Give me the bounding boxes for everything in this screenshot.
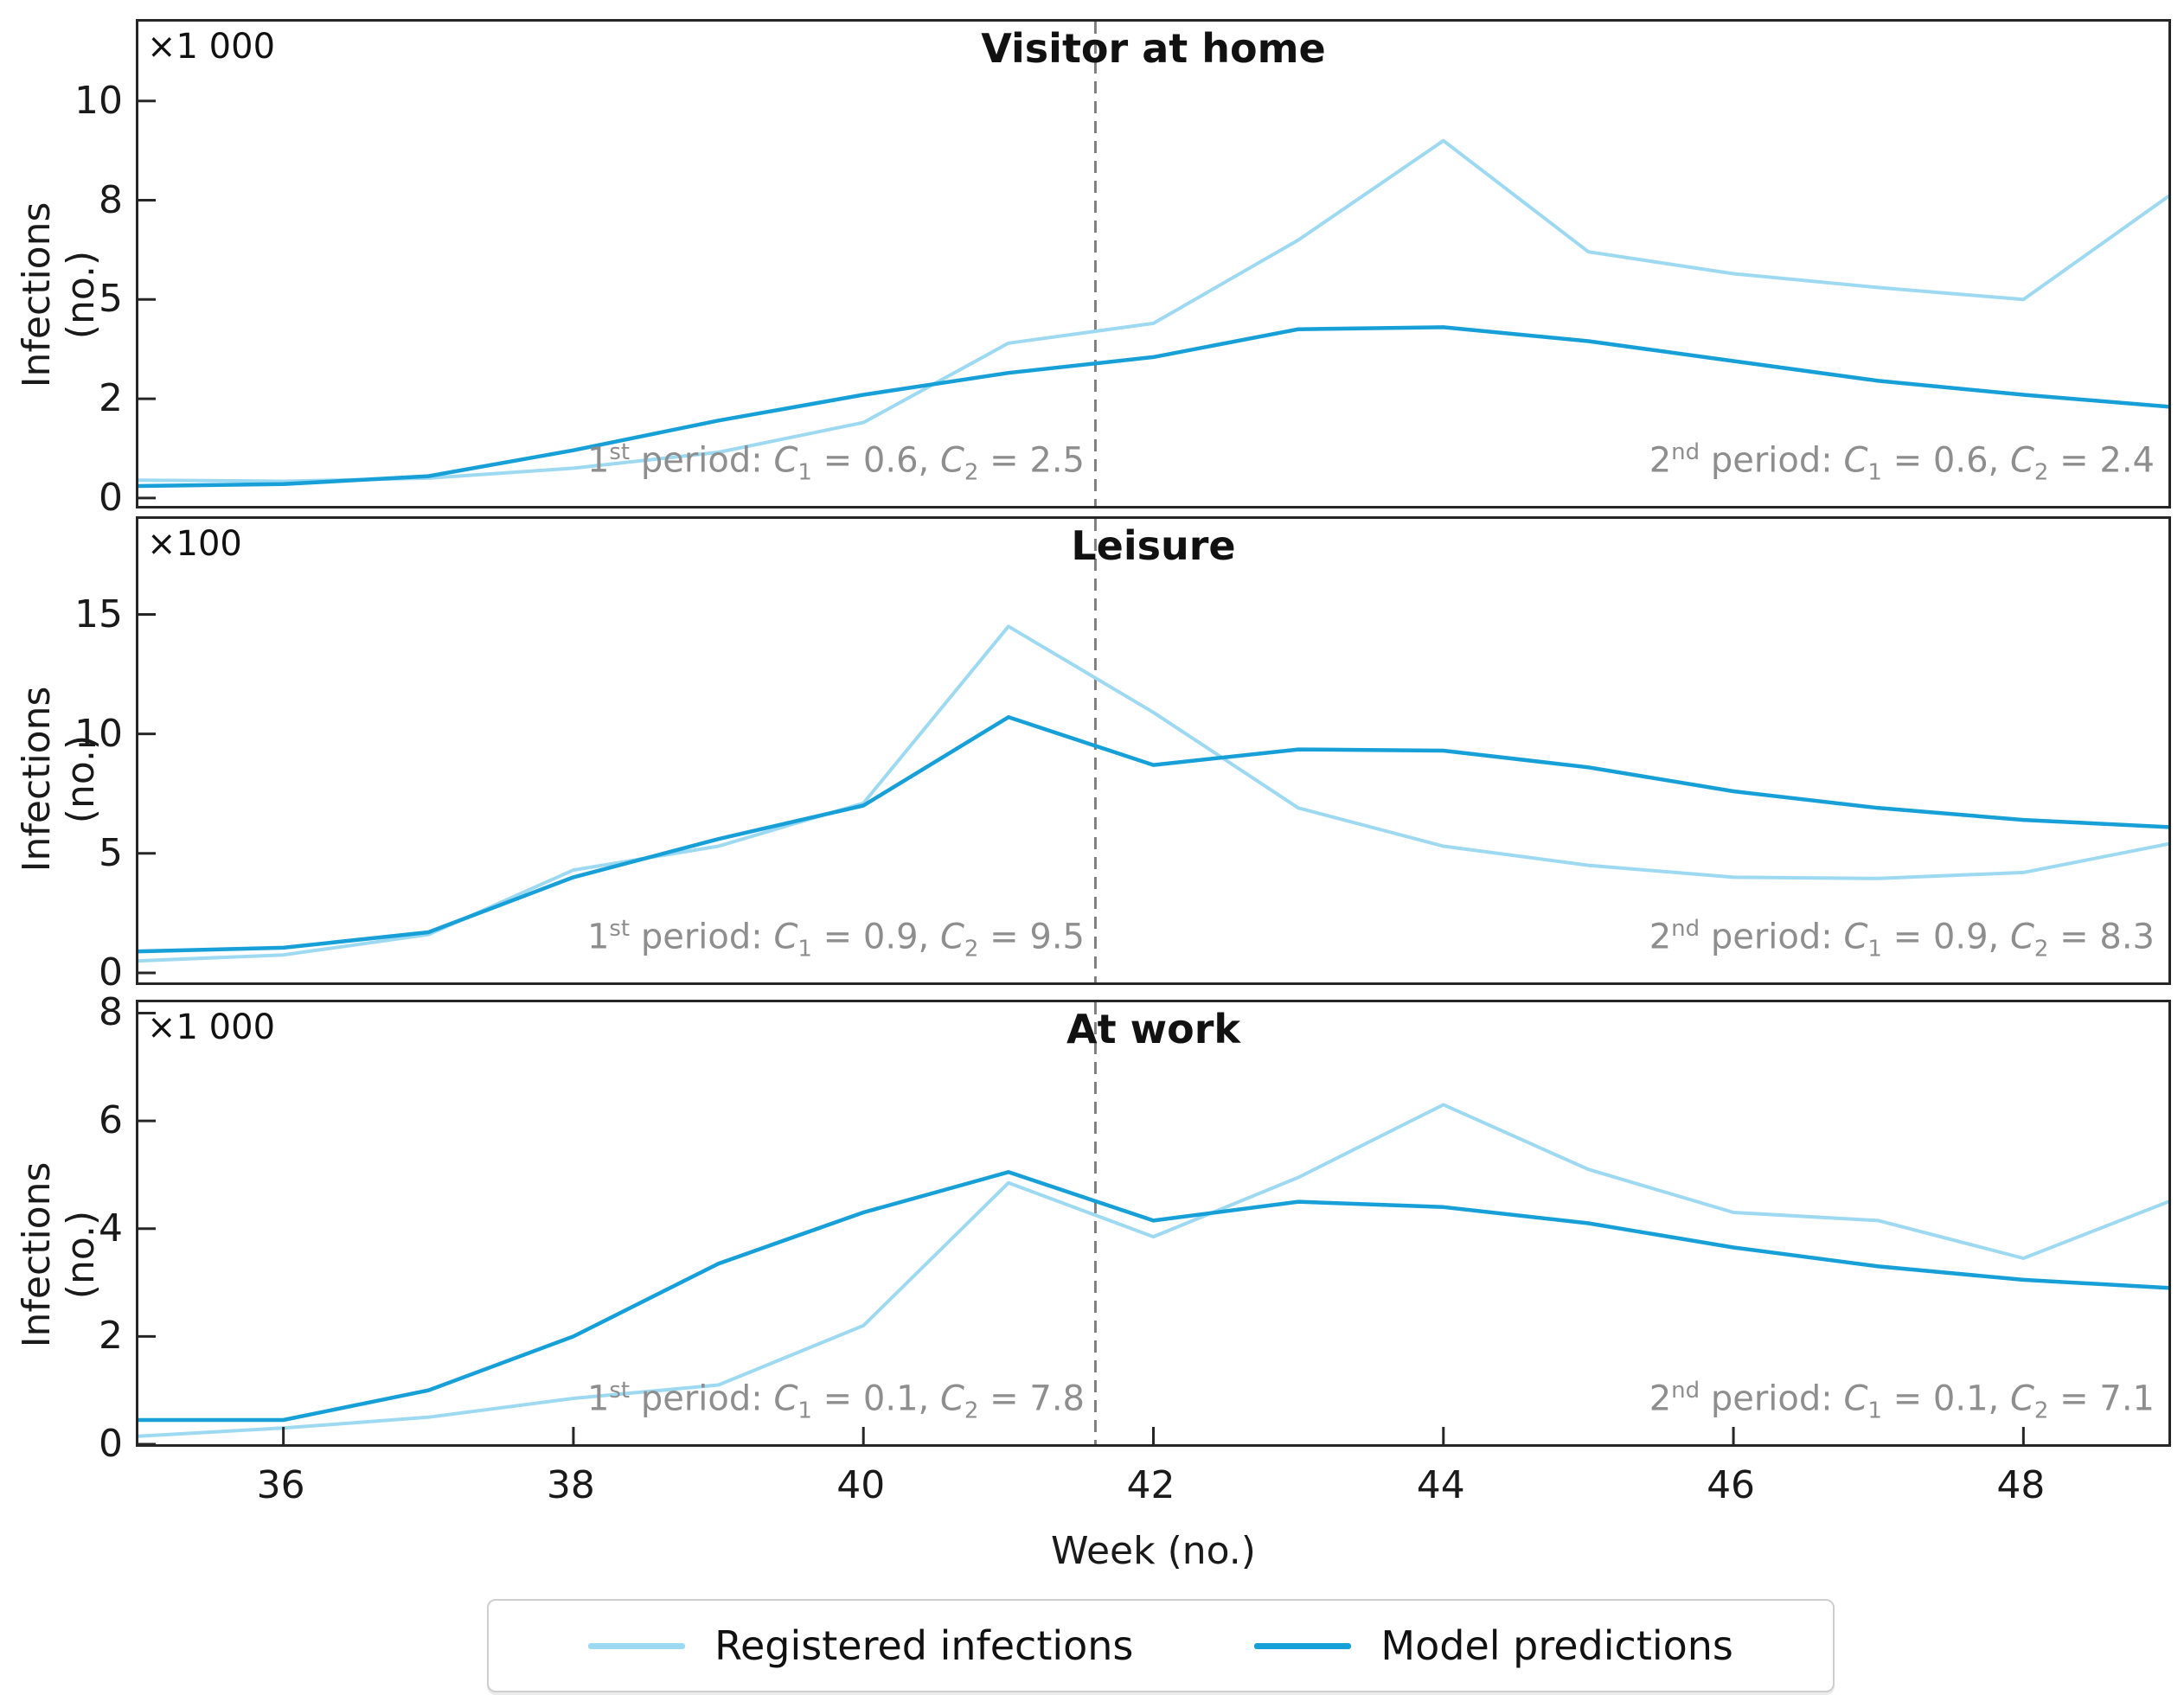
y-tick-label: 10: [74, 711, 123, 756]
y-tick-label: 15: [74, 592, 123, 636]
y-scale-multiplier: ×100: [147, 524, 242, 564]
y-scale-multiplier: ×1 000: [147, 1007, 276, 1047]
y-tick-label: 2: [99, 376, 123, 421]
annotation-period2: 2nd period: C1 = 0.9, C2 = 8.3: [1649, 915, 2155, 962]
y-axis-label: Infections (no.): [15, 1161, 103, 1348]
legend-item-registered-infections: Registered infections: [588, 1622, 1133, 1669]
legend-label: Registered infections: [714, 1622, 1134, 1669]
y-tick-label: 6: [99, 1098, 123, 1143]
panel-at-work: At work ×1 000 1st period: C1 = 0.1, C2 …: [99, 994, 2171, 1463]
y-axis-label: Infections (no.): [15, 686, 103, 873]
annotation-period1: 1st period: C1 = 0.6, C2 = 2.5: [586, 438, 1085, 485]
model-predictions-line-swatch: [1254, 1642, 1352, 1649]
y-tick-label: 0: [99, 950, 123, 995]
panel-title: At work: [1066, 1006, 1240, 1052]
legend: Registered infections Model predictions: [487, 1599, 1835, 1692]
x-tick-label: 48: [1996, 1463, 2046, 1507]
panel-leisure: Leisure ×100 1st period: C1 = 0.9, C2 = …: [74, 516, 2171, 991]
annotation-period2: 2nd period: C1 = 0.6, C2 = 2.4: [1649, 438, 2155, 485]
plot-area-leisure: [138, 519, 2168, 982]
x-tick-label: 36: [256, 1463, 305, 1507]
x-tick-label: 46: [1707, 1463, 1756, 1507]
legend-item-model-predictions: Model predictions: [1254, 1622, 1733, 1669]
registered-infections-line: [138, 138, 2168, 483]
registered-infections-line: [138, 624, 2168, 963]
annotation-period1: 1st period: C1 = 0.9, C2 = 9.5: [586, 915, 1085, 962]
annotation-period2: 2nd period: C1 = 0.1, C2 = 7.1: [1649, 1377, 2155, 1423]
registered-infections-line-swatch: [588, 1642, 686, 1649]
plot-area-visitor-at-home: [138, 22, 2168, 506]
y-tick-label: 8: [99, 990, 123, 1035]
y-tick-label: 4: [99, 1206, 123, 1250]
x-tick-label: 42: [1126, 1463, 1175, 1507]
y-axis-label: Infections (no.): [15, 201, 103, 388]
x-tick-label: 44: [1416, 1463, 1465, 1507]
y-tick-label: 10: [74, 78, 123, 123]
plot-area-at-work: [138, 1002, 2168, 1444]
y-tick-label: 8: [99, 177, 123, 222]
model-predictions-line: [138, 325, 2168, 489]
model-predictions-line: [138, 715, 2168, 954]
registered-infections-line: [138, 1103, 2168, 1438]
y-scale-multiplier: ×1 000: [147, 27, 276, 67]
annotation-period1: 1st period: C1 = 0.1, C2 = 7.8: [586, 1377, 1085, 1423]
panel-title: Visitor at home: [981, 25, 1326, 72]
y-tick-label: 2: [99, 1314, 123, 1359]
y-tick-label: 5: [99, 277, 123, 322]
model-predictions-line: [138, 1170, 2168, 1423]
y-tick-label: 0: [99, 475, 123, 520]
x-tick-label: 40: [836, 1463, 886, 1507]
x-tick-label: 38: [546, 1463, 595, 1507]
panel-visitor-at-home: Visitor at home ×1 000 1st period: C1 = …: [74, 19, 2171, 516]
legend-label: Model predictions: [1380, 1622, 1733, 1669]
y-tick-label: 5: [99, 830, 123, 875]
panel-title: Leisure: [1071, 522, 1236, 569]
y-tick-label: 0: [99, 1422, 123, 1466]
x-axis-label: Week (no.): [1051, 1529, 1256, 1573]
